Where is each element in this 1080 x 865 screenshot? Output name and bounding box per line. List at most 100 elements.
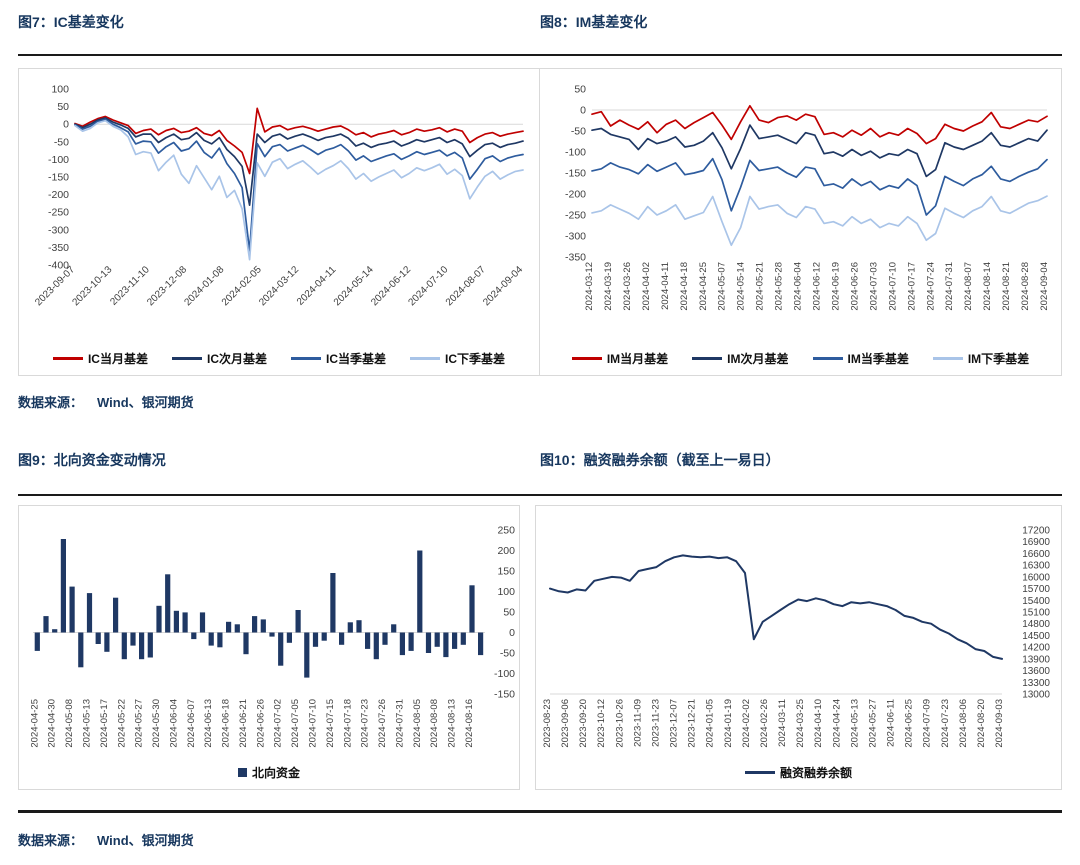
line-series: [74, 117, 524, 207]
x-tick-label: 2024-06-04: [168, 699, 179, 748]
northbound-funds-legend: 北向资金: [19, 764, 519, 781]
legend-item: IM当季基差: [812, 350, 909, 367]
x-tick-label: 2024-07-10: [887, 262, 898, 311]
x-tick-label: 2024-07-02: [273, 699, 284, 748]
x-tick-label: 2024-06-26: [849, 262, 860, 311]
x-tick-label: 2023-12-07: [669, 699, 680, 748]
y-tick-label: 0: [509, 627, 515, 639]
legend-swatch: [744, 771, 775, 774]
x-axis: 2024-03-12 2024-03-19 2024-03-26 2024-04-02…: [584, 262, 1050, 311]
y-tick-label: -150: [494, 689, 515, 701]
x-tick-label: 2024-06-26: [255, 699, 266, 748]
legend-label: IM当月基差: [606, 352, 669, 366]
x-tick-label: 2024-09-04: [1039, 262, 1050, 311]
x-tick-label: 2024-08-21: [1001, 262, 1012, 311]
y-tick-label: -150: [48, 172, 69, 184]
y-tick-label: 0: [63, 119, 69, 131]
y-tick-label: 15400: [1022, 596, 1050, 607]
x-tick-label: 2024-05-28: [774, 262, 785, 311]
x-tick-label: 2024-04-18: [679, 262, 690, 311]
data-source-label: 数据来源：: [18, 833, 84, 848]
y-tick-label: -300: [48, 224, 69, 236]
legend-item: IC当月基差: [52, 350, 148, 367]
x-tick-label: 2024-06-19: [831, 262, 842, 311]
margin-balance-chart: 17200 16900 16600 16300 16000 15700 15400 15100…: [535, 505, 1062, 790]
x-tick-label: 2024-07-09: [922, 699, 933, 748]
y-tick-label: 16300: [1022, 561, 1050, 572]
x-tick-label: 2024-09-04: [481, 264, 525, 308]
legend-label: 北向资金: [251, 766, 300, 780]
y-tick-label: 13000: [1022, 690, 1050, 701]
figure8-title: 图8：IM基差变化: [540, 14, 648, 30]
figure7-title: 图7：IC基差变化: [18, 14, 124, 30]
ic-basis-legend: IC当月基差 IC次月基差 IC当季基差 IC下季基差: [19, 350, 539, 367]
x-tick-label: 2024-07-03: [868, 262, 879, 311]
legend-item: IC当季基差: [291, 350, 386, 367]
margin-balance-plot: 1720016900166001630016000157001540015100…: [542, 526, 1050, 748]
y-tick-label: 50: [57, 101, 69, 113]
x-tick-label: 2024-07-23: [360, 699, 371, 748]
y-tick-label: 16600: [1022, 549, 1050, 560]
x-tick-label: 2024-06-11: [886, 699, 897, 747]
y-tick-label: -150: [565, 168, 586, 180]
line-series: [591, 104, 1048, 145]
x-tick-label: 2024-05-30: [151, 699, 162, 748]
y-tick-label: 14200: [1022, 643, 1050, 654]
x-tick-label: 2024-06-18: [221, 699, 232, 748]
x-tick-label: 2024-03-25: [795, 699, 806, 748]
legend-swatch: [52, 357, 83, 360]
x-tick-label: 2023-08-23: [542, 699, 553, 748]
x-tick-label: 2023-09-20: [578, 699, 589, 748]
x-tick-label: 2024-04-02: [641, 262, 652, 311]
y-tick-label: 100: [497, 586, 515, 598]
legend-swatch: [410, 357, 441, 360]
legend-item: IM下季基差: [932, 350, 1030, 367]
legend-item: IM当月基差: [571, 350, 669, 367]
y-tick-label: 0: [580, 105, 586, 117]
legend-swatch: [571, 357, 602, 360]
legend-label: IC次月基差: [206, 352, 267, 366]
y-tick-label: 150: [497, 566, 515, 578]
legend-swatch: [812, 357, 843, 360]
y-tick-label: 13300: [1022, 678, 1050, 689]
y-tick-label: -250: [48, 207, 69, 219]
x-axis: 2024-04-25 2024-04-30 2024-05-08 2024-05-13…: [29, 699, 475, 748]
x-axis: 2023-08-23 2023-09-06 2023-09-20 2023-10-12…: [542, 699, 1005, 748]
x-tick-label: 2024-01-19: [723, 699, 734, 748]
x-axis: 2023-09-072023-10-132023-11-102023-12-08…: [33, 264, 525, 308]
line-series: [74, 118, 524, 252]
x-tick-label: 2024-04-25: [698, 262, 709, 311]
x-tick-label: 2024-05-27: [134, 699, 145, 748]
x-tick-label: 2024-04-11: [660, 262, 671, 310]
y-axis: 100 50 0 -50 -100 -150 -200 -250 -300 -350 -400: [48, 84, 69, 272]
legend-swatch: [932, 357, 963, 360]
bar-series: [34, 539, 484, 678]
x-tick-label: 2024-05-07: [717, 262, 728, 311]
im-basis-plot: 50 0 -50 -100 -150 -200 -250 -300 -3502024-03-12…: [565, 84, 1050, 311]
section1-divider: [18, 54, 1062, 56]
x-tick-label: 2024-07-31: [394, 699, 405, 748]
y-tick-label: 15100: [1022, 608, 1050, 619]
y-tick-label: -100: [48, 154, 69, 166]
ic-basis-chart: 100 50 0 -50 -100 -150 -200 -250 -300 -350 -400 202…: [18, 68, 540, 376]
legend-item: IM次月基差: [692, 350, 789, 367]
legend-label: IM下季基差: [967, 352, 1030, 366]
y-tick-label: -100: [565, 147, 586, 159]
legend-label: IM次月基差: [727, 352, 789, 366]
figure9-title: 图9：北向资金变动情况: [18, 452, 166, 468]
x-tick-label: 2024-03-11: [777, 699, 788, 747]
im-basis-legend: IM当月基差 IM次月基差 IM当季基差 IM下季基差: [540, 350, 1061, 367]
x-tick-label: 2024-02-02: [741, 699, 752, 748]
x-tick-label: 2024-04-25: [29, 699, 40, 748]
bottom-divider: [18, 810, 1062, 813]
y-tick-label: -50: [500, 648, 515, 660]
legend-item: IC下季基差: [410, 350, 505, 367]
figure10-title: 图10：融资融券余额（截至上一易日）: [540, 452, 780, 468]
legend-label: IC当月基差: [87, 352, 148, 366]
x-tick-label: 2024-06-13: [203, 699, 214, 748]
y-tick-label: 16000: [1022, 572, 1050, 583]
y-tick-label: -100: [494, 668, 515, 680]
legend-swatch: [237, 768, 247, 777]
x-tick-label: 2024-07-10: [308, 699, 319, 748]
x-tick-label: 2024-03-26: [622, 262, 633, 311]
